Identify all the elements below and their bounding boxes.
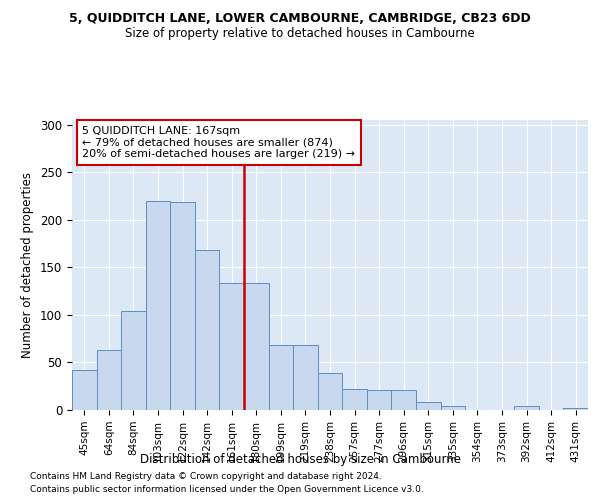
Text: Contains public sector information licensed under the Open Government Licence v3: Contains public sector information licen… [30,485,424,494]
Bar [563,408,588,410]
Text: Distribution of detached houses by size in Cambourne: Distribution of detached houses by size … [139,452,461,466]
Bar [367,390,391,410]
Bar [170,202,195,410]
Bar [72,370,97,410]
Y-axis label: Number of detached properties: Number of detached properties [22,172,34,358]
Bar [269,346,293,410]
Bar [97,350,121,410]
Text: Contains HM Land Registry data © Crown copyright and database right 2024.: Contains HM Land Registry data © Crown c… [30,472,382,481]
Bar [342,389,367,410]
Bar [293,346,318,410]
Bar [391,390,416,410]
Text: 5 QUIDDITCH LANE: 167sqm
← 79% of detached houses are smaller (874)
20% of semi-: 5 QUIDDITCH LANE: 167sqm ← 79% of detach… [82,126,355,159]
Bar [195,250,220,410]
Bar [146,201,170,410]
Bar [318,373,342,410]
Bar [244,282,269,410]
Text: Size of property relative to detached houses in Cambourne: Size of property relative to detached ho… [125,28,475,40]
Bar [440,406,465,410]
Bar [220,282,244,410]
Text: 5, QUIDDITCH LANE, LOWER CAMBOURNE, CAMBRIDGE, CB23 6DD: 5, QUIDDITCH LANE, LOWER CAMBOURNE, CAMB… [69,12,531,26]
Bar [416,402,440,410]
Bar [514,406,539,410]
Bar [121,311,146,410]
